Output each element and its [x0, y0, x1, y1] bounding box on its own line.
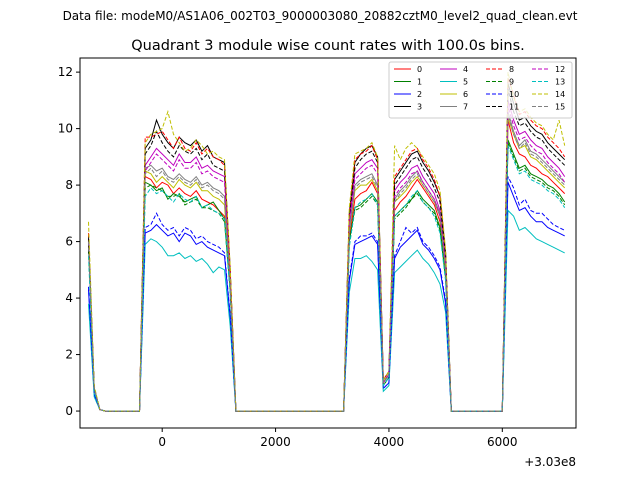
y-tick-label: 4 [65, 291, 73, 305]
series-line-4 [88, 100, 566, 412]
series-line-7 [88, 111, 566, 412]
series-line-6 [88, 117, 566, 412]
series-line-0 [88, 119, 566, 412]
legend-label-10: 10 [509, 90, 519, 99]
legend-label-3: 3 [417, 103, 422, 112]
series-line-13 [88, 145, 566, 412]
series-line-9 [88, 142, 566, 412]
series-line-5 [88, 209, 565, 412]
plot-lines [88, 71, 566, 412]
x-offset-label: +3.03e8 [524, 455, 576, 469]
y-tick-label: 6 [65, 235, 73, 249]
suptitle: Data file: modeM0/AS1A06_002T03_90000030… [63, 9, 578, 23]
legend-label-11: 11 [509, 103, 519, 112]
series-line-10 [88, 176, 565, 412]
legend-label-14: 14 [555, 90, 565, 99]
y-tick-label: 0 [65, 404, 73, 418]
y-tick-label: 8 [65, 178, 73, 192]
legend-label-13: 13 [555, 78, 565, 87]
legend-label-15: 15 [555, 103, 565, 112]
x-axis: 0 2000 4000 6000 [158, 428, 518, 449]
y-tick-label: 12 [58, 65, 73, 79]
legend-frame [388, 61, 573, 119]
series-line-2 [88, 182, 565, 412]
x-tick-label: 4000 [374, 435, 405, 449]
legend-label-9: 9 [509, 78, 514, 87]
legend-label-8: 8 [509, 65, 514, 74]
series-line-11 [88, 88, 566, 412]
legend-label-2: 2 [417, 90, 422, 99]
legend-label-6: 6 [463, 90, 468, 99]
legend-label-12: 12 [555, 65, 565, 74]
y-tick-label: 10 [58, 122, 73, 136]
legend-label-1: 1 [417, 78, 422, 87]
x-tick-label: 0 [158, 435, 166, 449]
y-axis: 0 2 4 6 8 10 12 [58, 65, 80, 418]
axes-frame [79, 57, 577, 429]
x-tick-label: 2000 [260, 435, 291, 449]
legend-label-4: 4 [463, 65, 468, 74]
legend-label-7: 7 [463, 103, 468, 112]
chart-title: Quadrant 3 module wise count rates with … [131, 38, 525, 54]
legend-label-5: 5 [463, 78, 468, 87]
y-tick-label: 2 [65, 348, 73, 362]
series-line-15 [88, 114, 566, 412]
series-line-1 [88, 139, 566, 412]
x-tick-label: 6000 [487, 435, 518, 449]
legend-label-0: 0 [417, 65, 422, 74]
series-line-14 [88, 71, 566, 412]
